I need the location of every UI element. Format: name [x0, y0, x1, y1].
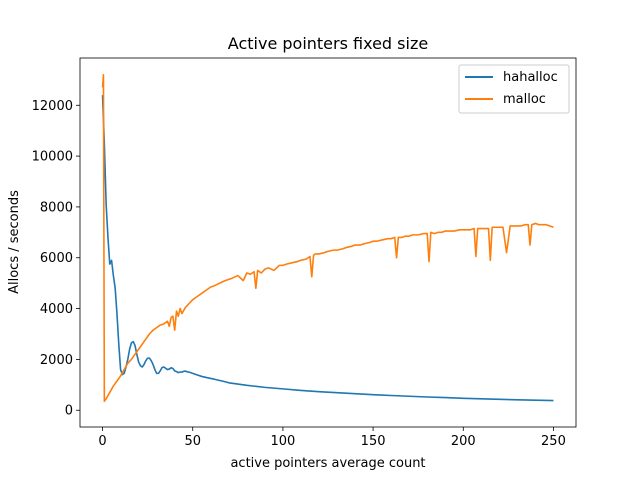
x-tick-label: 250 — [541, 434, 566, 449]
series-layer — [101, 73, 554, 403]
chart-title: Active pointers fixed size — [228, 34, 428, 53]
x-tick-label: 200 — [451, 434, 476, 449]
legend: hahalloc malloc — [458, 64, 570, 114]
x-tick-label: 150 — [361, 434, 386, 449]
y-axis: 0 2000 4000 6000 8000 10000 12000 — [32, 99, 80, 419]
x-tick-label: 50 — [184, 434, 201, 449]
y-tick-label: 8000 — [40, 200, 73, 215]
y-tick-label: 2000 — [40, 353, 73, 368]
y-tick-label: 4000 — [40, 302, 73, 317]
plot-frame — [79, 57, 577, 428]
y-tick-label: 12000 — [32, 99, 73, 114]
plot-background — [80, 58, 576, 427]
x-tick-label: 100 — [270, 434, 295, 449]
x-axis-label: active pointers average count — [230, 456, 425, 471]
plot-area — [79, 57, 577, 428]
y-tick-label: 6000 — [40, 251, 73, 266]
y-axis-label: Allocs / seconds — [7, 190, 22, 294]
x-tick-label: 0 — [98, 434, 106, 449]
legend-label-malloc: malloc — [503, 92, 546, 107]
x-axis: 0 50 100 150 200 250 — [98, 427, 566, 449]
y-tick-label: 0 — [65, 404, 73, 419]
y-tick-label: 10000 — [32, 150, 73, 165]
legend-label-hahalloc: hahalloc — [503, 70, 558, 85]
series-line-malloc — [101, 73, 554, 403]
